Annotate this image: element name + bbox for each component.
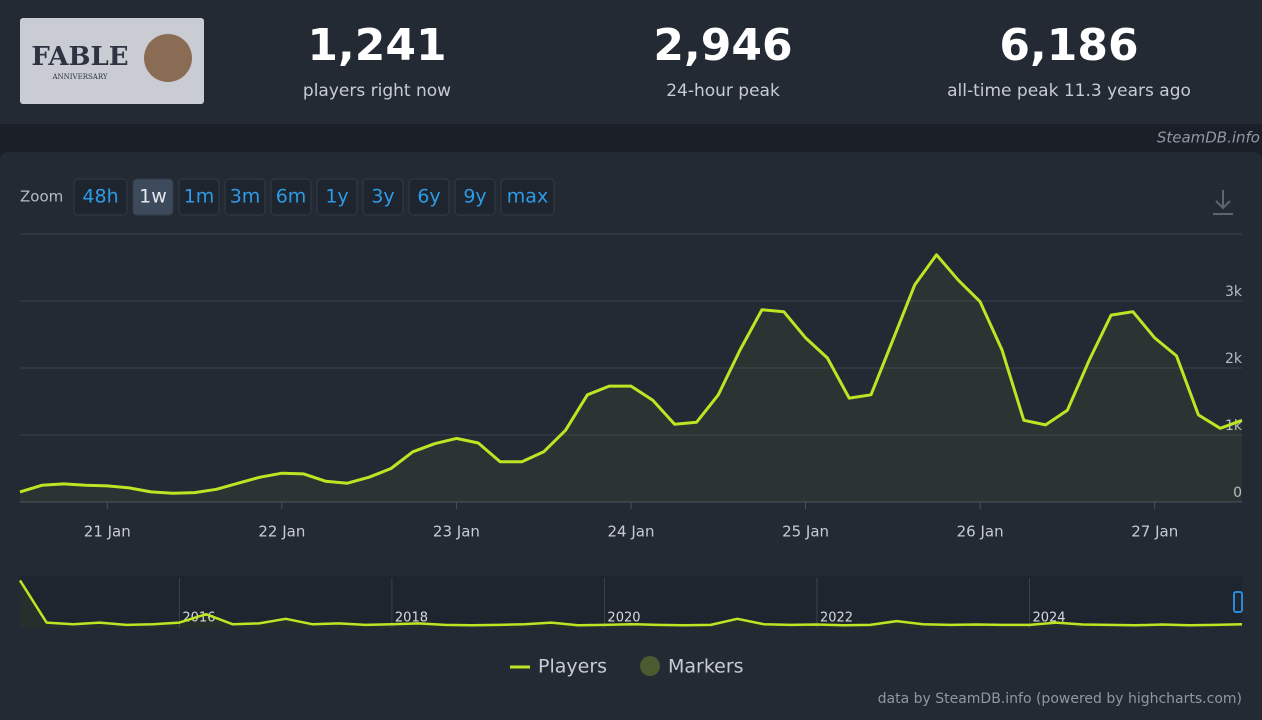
credits: data by SteamDB.info (powered by highcha… — [878, 691, 1242, 707]
zoom-button-label[interactable]: 1w — [139, 186, 167, 208]
download-icon[interactable] — [1213, 190, 1233, 215]
zoom-button-label[interactable]: 1y — [325, 186, 348, 208]
x-tick-label: 22 Jan — [258, 523, 305, 541]
stat-label: all-time peak 11.3 years ago — [947, 81, 1191, 101]
legend-label[interactable]: Markers — [668, 656, 744, 678]
site-name: SteamDB.info — [1157, 129, 1260, 147]
y-tick-label: 0 — [1233, 485, 1242, 501]
zoom-label: Zoom — [20, 188, 63, 206]
navigator — [20, 576, 1242, 628]
zoom-button-label[interactable]: max — [507, 186, 548, 208]
zoom-button-label[interactable]: 1m — [184, 186, 215, 208]
stats-panel — [0, 0, 1262, 124]
x-tick-label: 23 Jan — [433, 523, 480, 541]
zoom-button[interactable] — [270, 178, 312, 216]
x-tick-label: 21 Jan — [84, 523, 131, 541]
x-tick-label: 2016 — [182, 611, 215, 626]
logo-figure — [144, 34, 192, 82]
zoom-button[interactable] — [73, 178, 128, 216]
x-tick-label: 24 Jan — [608, 523, 655, 541]
zoom-button[interactable] — [362, 178, 404, 216]
line — [18, 579, 1243, 627]
zoom-button-label[interactable]: 3m — [230, 186, 261, 208]
zoom-button[interactable] — [316, 178, 358, 216]
stat-value: 6,186 — [999, 20, 1138, 71]
x-tick-label: 2020 — [607, 611, 640, 626]
x-tick-label: 26 Jan — [957, 523, 1004, 541]
zoom-button-label[interactable]: 48h — [82, 186, 118, 208]
stat-value: 1,241 — [307, 20, 446, 71]
navigator-handle[interactable] — [1233, 591, 1243, 613]
x-tick-label: 25 Jan — [782, 523, 829, 541]
stat-label: players right now — [303, 81, 451, 101]
zoom-buttons: 48h 1w 1m 3m 6m 1y 3y 6y 9y max — [73, 178, 555, 216]
zoom-button[interactable] — [178, 178, 220, 216]
zoom-button[interactable] — [224, 178, 266, 216]
y-tick-label: 2k — [1225, 351, 1243, 367]
navigator-chart: 2016 2018 2020 2022 2024 — [18, 578, 1243, 628]
zoom-button-label[interactable]: 6y — [417, 186, 440, 208]
zoom-button[interactable] — [408, 178, 450, 216]
zoom-button[interactable] — [454, 178, 496, 216]
zoom-button[interactable] — [132, 178, 174, 216]
logo-title: FABLE — [31, 42, 128, 72]
x-tick-label: 2022 — [820, 611, 853, 626]
zoom-button[interactable] — [500, 178, 555, 216]
stat-label: 24-hour peak — [666, 81, 780, 101]
stat-value: 2,946 — [653, 20, 792, 71]
legend-label[interactable]: Players — [538, 656, 607, 678]
zoom-button-label[interactable]: 9y — [463, 186, 486, 208]
zoom-button-label[interactable]: 3y — [371, 186, 394, 208]
line — [19, 253, 1243, 495]
legend-marker — [640, 656, 660, 676]
y-tick-label: 3k — [1225, 284, 1243, 300]
zoom-button-label[interactable]: 6m — [276, 186, 307, 208]
logo-subtitle: ANNIVERSARY — [51, 73, 107, 81]
area — [20, 254, 1242, 502]
x-tick-label: 27 Jan — [1131, 523, 1178, 541]
download-arrow-head — [1215, 200, 1231, 210]
